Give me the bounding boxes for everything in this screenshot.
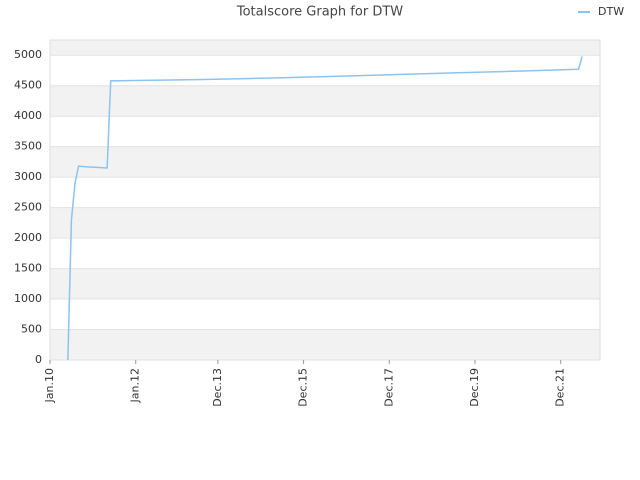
- series-line: [67, 56, 583, 361]
- x-tick-label: Dec.19: [468, 368, 481, 407]
- grid-band: [50, 268, 600, 300]
- grid-band: [50, 146, 600, 178]
- grid-band: [50, 299, 600, 330]
- grid-band: [50, 177, 600, 208]
- y-tick-label: 500: [21, 323, 42, 336]
- x-tick-label: Dec.21: [554, 368, 567, 407]
- y-tick-label: 1500: [14, 262, 42, 275]
- x-tick-label: Dec.13: [211, 368, 224, 407]
- y-tick-label: 3500: [14, 140, 42, 153]
- y-tick-label: 5000: [14, 48, 42, 61]
- y-tick-label: 3000: [14, 170, 42, 183]
- x-tick-label: Jan.10: [43, 368, 56, 403]
- y-tick-label: 2500: [14, 201, 42, 214]
- x-tick-label: Jan.12: [129, 368, 142, 403]
- chart-title: Totalscore Graph for DTW: [236, 5, 403, 20]
- grid-band: [50, 329, 600, 360]
- grid-band: [50, 40, 600, 56]
- y-tick-label: 1000: [14, 292, 42, 305]
- y-tick-label: 4000: [14, 109, 42, 122]
- grid-band: [50, 85, 600, 117]
- legend-label: DTW: [598, 5, 624, 18]
- y-tick-label: 4500: [14, 79, 42, 92]
- y-tick-label: 0: [35, 353, 42, 366]
- y-tick-label: 2000: [14, 231, 42, 244]
- grid-band: [50, 116, 600, 147]
- x-tick-label: Dec.15: [297, 368, 310, 407]
- grid-band: [50, 238, 600, 269]
- grid-band: [50, 207, 600, 239]
- x-tick-label: Dec.17: [382, 368, 395, 407]
